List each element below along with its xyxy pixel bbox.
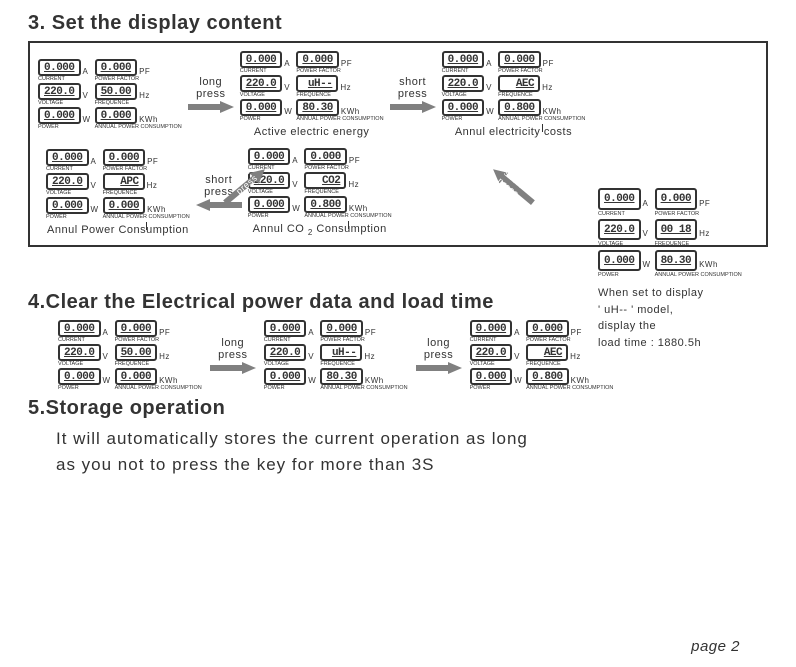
page-number: page 2 xyxy=(691,638,740,655)
s4-device-2: 0.000ACURRENT 0.000PFPOWER FACTOR 220.0V… xyxy=(264,320,408,391)
s4-arrow-1: longpress xyxy=(210,337,256,374)
device-costs: 0.000ACURRENT 0.000PFPOWER FACTOR 220.0V… xyxy=(442,51,586,138)
lcd-freq: 50.00 xyxy=(95,83,138,100)
arrow-right-icon xyxy=(390,101,436,113)
arrow-short-1: shortpress xyxy=(390,76,436,113)
side-line1: When set to display xyxy=(598,285,768,302)
arrow-right-icon xyxy=(188,101,234,113)
lcd-voltage: 220.0 xyxy=(38,83,81,100)
row1: 0.000ACURRENT 0.000PFPOWER FACTOR 220.0V… xyxy=(38,51,758,138)
device-apc: 0.000ACURRENT 0.000PFPOWER FACTOR 220.0V… xyxy=(46,149,190,236)
lcd-current: 0.000 xyxy=(38,59,81,76)
side-line3: display the xyxy=(598,318,768,335)
section3-title: 3. Set the display content xyxy=(28,12,768,35)
arrow-long-1: longpress xyxy=(188,76,234,113)
s4-arrow-2: longpress xyxy=(416,337,462,374)
caption-costs: Annul electricity costs xyxy=(442,126,586,138)
s4-device-3: 0.000ACURRENT 0.000PFPOWER FACTOR 220.0V… xyxy=(470,320,614,391)
side-note: 0.000ACURRENT 0.000PFPOWER FACTOR 220.0V… xyxy=(598,188,768,351)
lcd-pf: 0.000 xyxy=(95,59,138,76)
arrow-right-icon xyxy=(210,362,256,374)
arrow-diag-up-icon: short press xyxy=(210,161,280,211)
arrow-right-icon xyxy=(416,362,462,374)
device-loadtime: 0.000ACURRENT 0.000PFPOWER FACTOR 220.0V… xyxy=(598,188,742,279)
section5-title: 5.Storage operation xyxy=(28,397,768,420)
lcd-apc: 0.000 xyxy=(95,107,138,124)
section5-text1: It will automatically stores the current… xyxy=(56,426,768,452)
section5-text2: as you not to press the key for more tha… xyxy=(56,452,768,478)
caption-active-energy: Active electric energy xyxy=(240,126,384,138)
s4-device-1: 0.000ACURRENT 0.000PFPOWER FACTOR 220.0V… xyxy=(58,320,202,391)
side-line2: ' uH-- ' model, xyxy=(598,302,768,319)
caption-co2: Annul CO 2 Consumption xyxy=(248,223,392,237)
caption-apc: Annul Power Consumption xyxy=(46,224,190,236)
device-initial: 0.000ACURRENT 0.000PFPOWER FACTOR 220.0V… xyxy=(38,59,182,130)
arrow-diag-down-icon: short press xyxy=(478,161,548,211)
side-line4: load time : 1880.5h xyxy=(598,335,768,352)
device-active-energy: 0.000ACURRENT 0.000PFPOWER FACTOR 220.0V… xyxy=(240,51,384,138)
lcd-power: 0.000 xyxy=(38,107,81,124)
